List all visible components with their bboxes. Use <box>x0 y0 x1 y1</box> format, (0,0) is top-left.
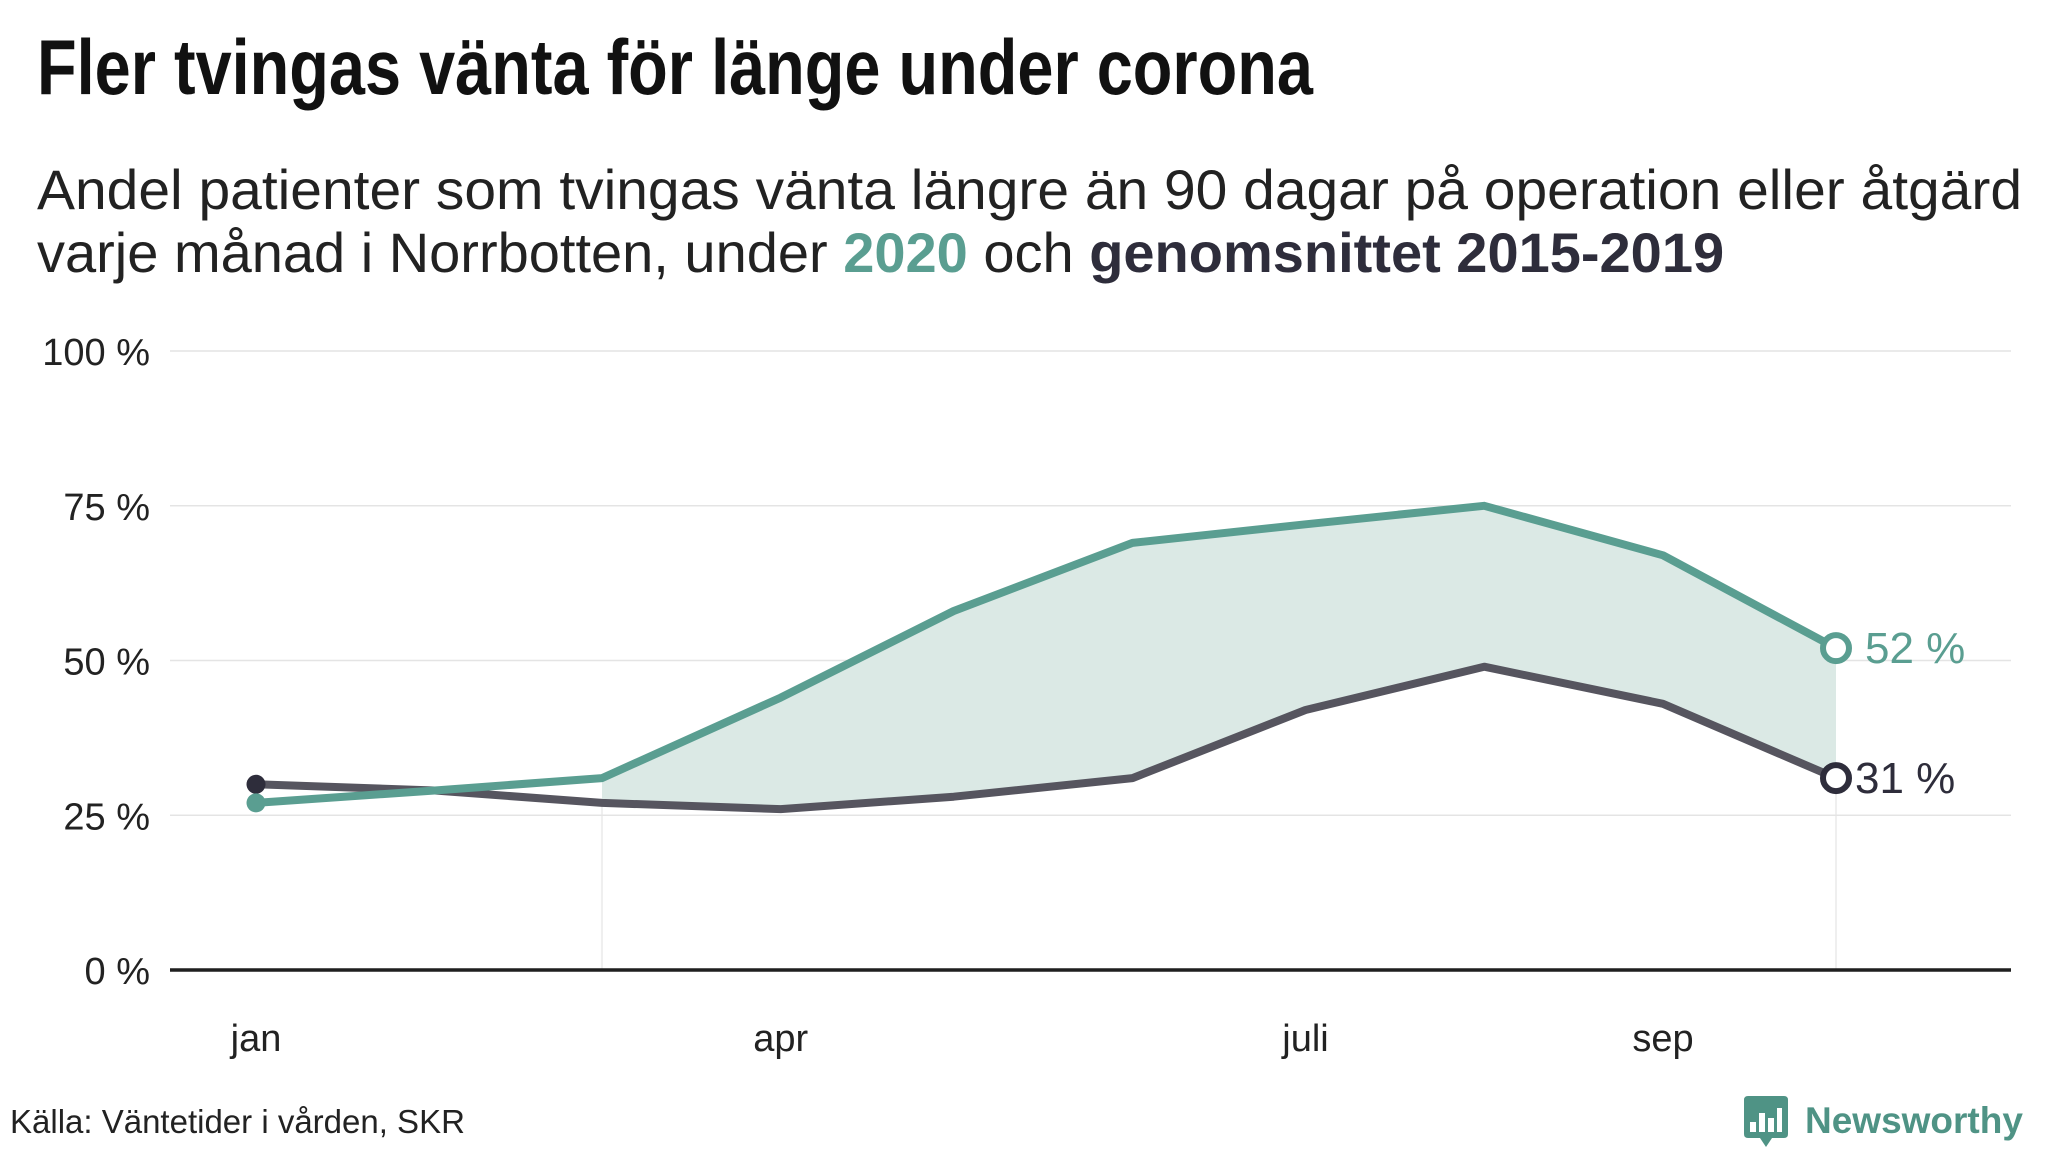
end-label-2020: 52 % <box>1865 624 1965 673</box>
chart-subtitle-line-1: Andel patienter som tvingas vänta längre… <box>37 158 2022 221</box>
series-line-genomsnittet-2015-2019 <box>252 662 1840 814</box>
series-lines <box>252 501 1840 814</box>
newsworthy-logo: Newsworthy <box>1744 1096 2023 1147</box>
y-tick-label-100: 100 % <box>42 332 150 374</box>
x-tick-label-sep: sep <box>1632 1018 1693 1060</box>
y-tick-label-50: 50 % <box>63 642 150 684</box>
source-note: Källa: Väntetider i vården, SKR <box>10 1103 465 1140</box>
subtitle-series-key-average: genomsnittet 2015-2019 <box>1089 221 1724 284</box>
logo-bar <box>1759 1113 1765 1132</box>
series-line-2020 <box>252 501 1840 807</box>
x-tick-label-apr: apr <box>753 1018 808 1060</box>
y-tick-label-75: 75 % <box>63 487 150 529</box>
newsworthy-chart-bubble-icon <box>1744 1096 1788 1147</box>
subtitle-series-key-2020: 2020 <box>843 221 968 284</box>
axes: 0 % 25 % 50 % 75 % 100 % jan apr juli sep <box>42 332 2011 1060</box>
subtitle-text-between: och <box>968 221 1089 284</box>
area-between-layer <box>602 505 1836 810</box>
y-tick-label-25: 25 % <box>63 796 150 838</box>
y-tick-label-0: 0 % <box>85 951 150 993</box>
x-tick-label-juli: juli <box>1281 1018 1328 1060</box>
end-marker-genomsnittet-2015-2019 <box>1820 762 1852 795</box>
chart-subtitle-line-2: varje månad i Norrbotten, under 2020 och… <box>37 221 1724 284</box>
logo-bar <box>1750 1122 1756 1132</box>
start-marker-2020 <box>246 793 266 813</box>
logo-bar <box>1768 1118 1774 1132</box>
x-tick-label-jan: jan <box>230 1018 282 1060</box>
chart-title: Fler tvingas vänta för länge under coron… <box>37 23 1314 111</box>
logo-bar <box>1777 1108 1782 1132</box>
start-marker-genomsnittet-2015-2019 <box>246 774 266 794</box>
end-label-genomsnittet-2015-2019: 31 % <box>1855 754 1955 803</box>
end-marker-2020 <box>1820 632 1852 665</box>
area-between-series <box>602 505 1836 810</box>
subtitle-text-before: varje månad i Norrbotten, under <box>37 221 843 284</box>
series-markers-and-labels: 31 % 52 % <box>246 624 1965 813</box>
logo-wordmark: Newsworthy <box>1805 1100 2023 1141</box>
